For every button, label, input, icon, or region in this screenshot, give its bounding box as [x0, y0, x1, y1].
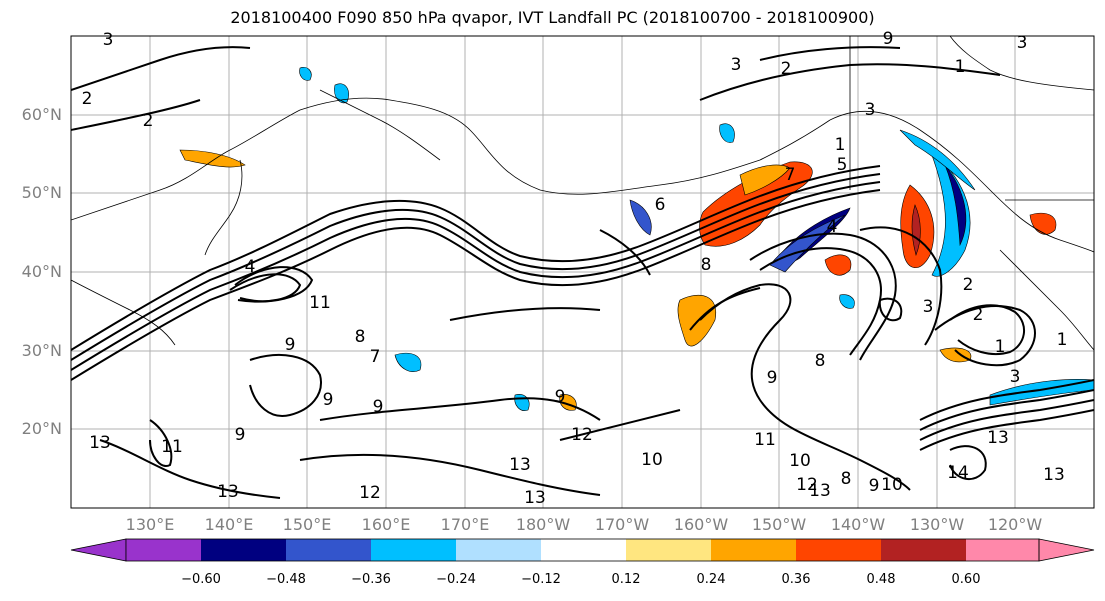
colorbar-segment — [286, 539, 371, 561]
contour-label: 3 — [923, 297, 934, 317]
colorbar-segment — [456, 539, 541, 561]
colorbar — [70, 538, 1095, 562]
colorbar-tick: 0.12 — [611, 572, 641, 587]
coastlines — [71, 36, 1094, 351]
colorbar-tick: 0.24 — [696, 572, 726, 587]
ivt-contours — [71, 46, 1094, 499]
lon-label-160e: 160°E — [361, 515, 411, 534]
contour-label: 14 — [947, 463, 969, 483]
lon-label-150w: 150°W — [751, 515, 807, 534]
contour-label: 13 — [1043, 465, 1065, 485]
contour-label: 11 — [309, 293, 331, 313]
contour-label: 2 — [963, 275, 974, 295]
contour-label: 13 — [809, 481, 831, 501]
colorbar-extend-high — [1038, 538, 1095, 562]
contour-label: 8 — [815, 351, 826, 371]
qvapor-shading — [179, 67, 1094, 411]
contour-label: 9 — [883, 29, 894, 49]
lon-label-180w: 180°W — [515, 515, 571, 534]
contour-label: 7 — [785, 165, 796, 185]
colorbar-tick: −0.60 — [181, 572, 221, 587]
contour-label: 2 — [781, 59, 792, 79]
colorbar-tick: 0.48 — [866, 572, 896, 587]
colorbar-tick: −0.24 — [436, 572, 476, 587]
colorbar-segment — [201, 539, 286, 561]
contour-label: 3 — [865, 100, 876, 120]
contour-label: 4 — [827, 217, 838, 237]
colorbar-segment — [711, 539, 796, 561]
colorbar-segment — [371, 539, 456, 561]
contour-label: 9 — [869, 476, 880, 496]
contour-label: 13 — [509, 455, 531, 475]
contour-label: 7 — [370, 347, 381, 367]
contour-label: 12 — [571, 425, 593, 445]
contour-label: 2 — [973, 305, 984, 325]
contour-label: 9 — [555, 387, 566, 407]
contour-label: 6 — [655, 195, 666, 215]
contour-label: 4 — [245, 257, 256, 277]
contour-label: 2 — [82, 89, 93, 109]
colorbar-tick: 0.36 — [781, 572, 811, 587]
lat-label-30n: 30°N — [21, 341, 62, 360]
contour-label: 13 — [217, 482, 239, 502]
contour-label: 8 — [841, 469, 852, 489]
colorbar-tick: 0.60 — [951, 572, 981, 587]
contour-label: 13 — [987, 428, 1009, 448]
contour-label: 12 — [359, 483, 381, 503]
colorbar-segment — [126, 539, 201, 561]
contour-label: 9 — [373, 397, 384, 417]
contour-label: 5 — [837, 155, 848, 175]
contour-label: 1 — [955, 57, 966, 77]
contour-label: 1 — [995, 337, 1006, 357]
lat-label-40n: 40°N — [21, 262, 62, 281]
contour-label: 3 — [103, 30, 114, 50]
map-frame — [70, 35, 1095, 509]
contour-label: 3 — [1017, 33, 1028, 53]
contour-label: 9 — [767, 368, 778, 388]
contour-label: 1 — [1057, 330, 1068, 350]
contour-label: 10 — [881, 475, 903, 495]
colorbar-tick: −0.12 — [521, 572, 561, 587]
colorbar-segment — [626, 539, 711, 561]
colorbar-tick: −0.48 — [266, 572, 306, 587]
lat-label-50n: 50°N — [21, 183, 62, 202]
contour-label: 10 — [789, 451, 811, 471]
contour-label: 3 — [731, 55, 742, 75]
contour-label: 8 — [355, 327, 366, 347]
lat-label-60n: 60°N — [21, 105, 62, 124]
contour-label: 1 — [835, 135, 846, 155]
lon-label-170w: 170°W — [594, 515, 650, 534]
lon-label-130w: 130°W — [909, 515, 965, 534]
lon-label-170e: 170°E — [440, 515, 490, 534]
contour-label: 2 — [143, 111, 154, 131]
colorbar-segment — [541, 539, 626, 561]
lon-label-150e: 150°E — [282, 515, 332, 534]
colorbar-tick: −0.36 — [351, 572, 391, 587]
contour-label: 13 — [89, 433, 111, 453]
contour-label: 9 — [285, 335, 296, 355]
colorbar-segment — [966, 539, 1039, 561]
contour-label: 9 — [323, 390, 334, 410]
colorbar-segment — [796, 539, 881, 561]
contour-label: 10 — [641, 450, 663, 470]
contour-label: 9 — [235, 425, 246, 445]
contour-label: 11 — [161, 437, 183, 457]
colorbar-extend-low — [70, 538, 127, 562]
contour-label: 3 — [1010, 367, 1021, 387]
colorbar-segment — [881, 539, 966, 561]
contour-label: 12 — [796, 475, 818, 495]
contour-label: 8 — [701, 255, 712, 275]
lon-label-140e: 140°E — [204, 515, 254, 534]
contour-label: 11 — [754, 430, 776, 450]
colorbar-frame — [125, 538, 1040, 562]
lon-label-140w: 140°W — [830, 515, 886, 534]
lon-label-120w: 120°W — [987, 515, 1043, 534]
lat-label-20n: 20°N — [21, 419, 62, 438]
plot-title: 2018100400 F090 850 hPa qvapor, IVT Land… — [230, 8, 875, 27]
lon-label-160w: 160°W — [673, 515, 729, 534]
lon-label-130e: 130°E — [125, 515, 175, 534]
contour-label: 13 — [524, 488, 546, 508]
